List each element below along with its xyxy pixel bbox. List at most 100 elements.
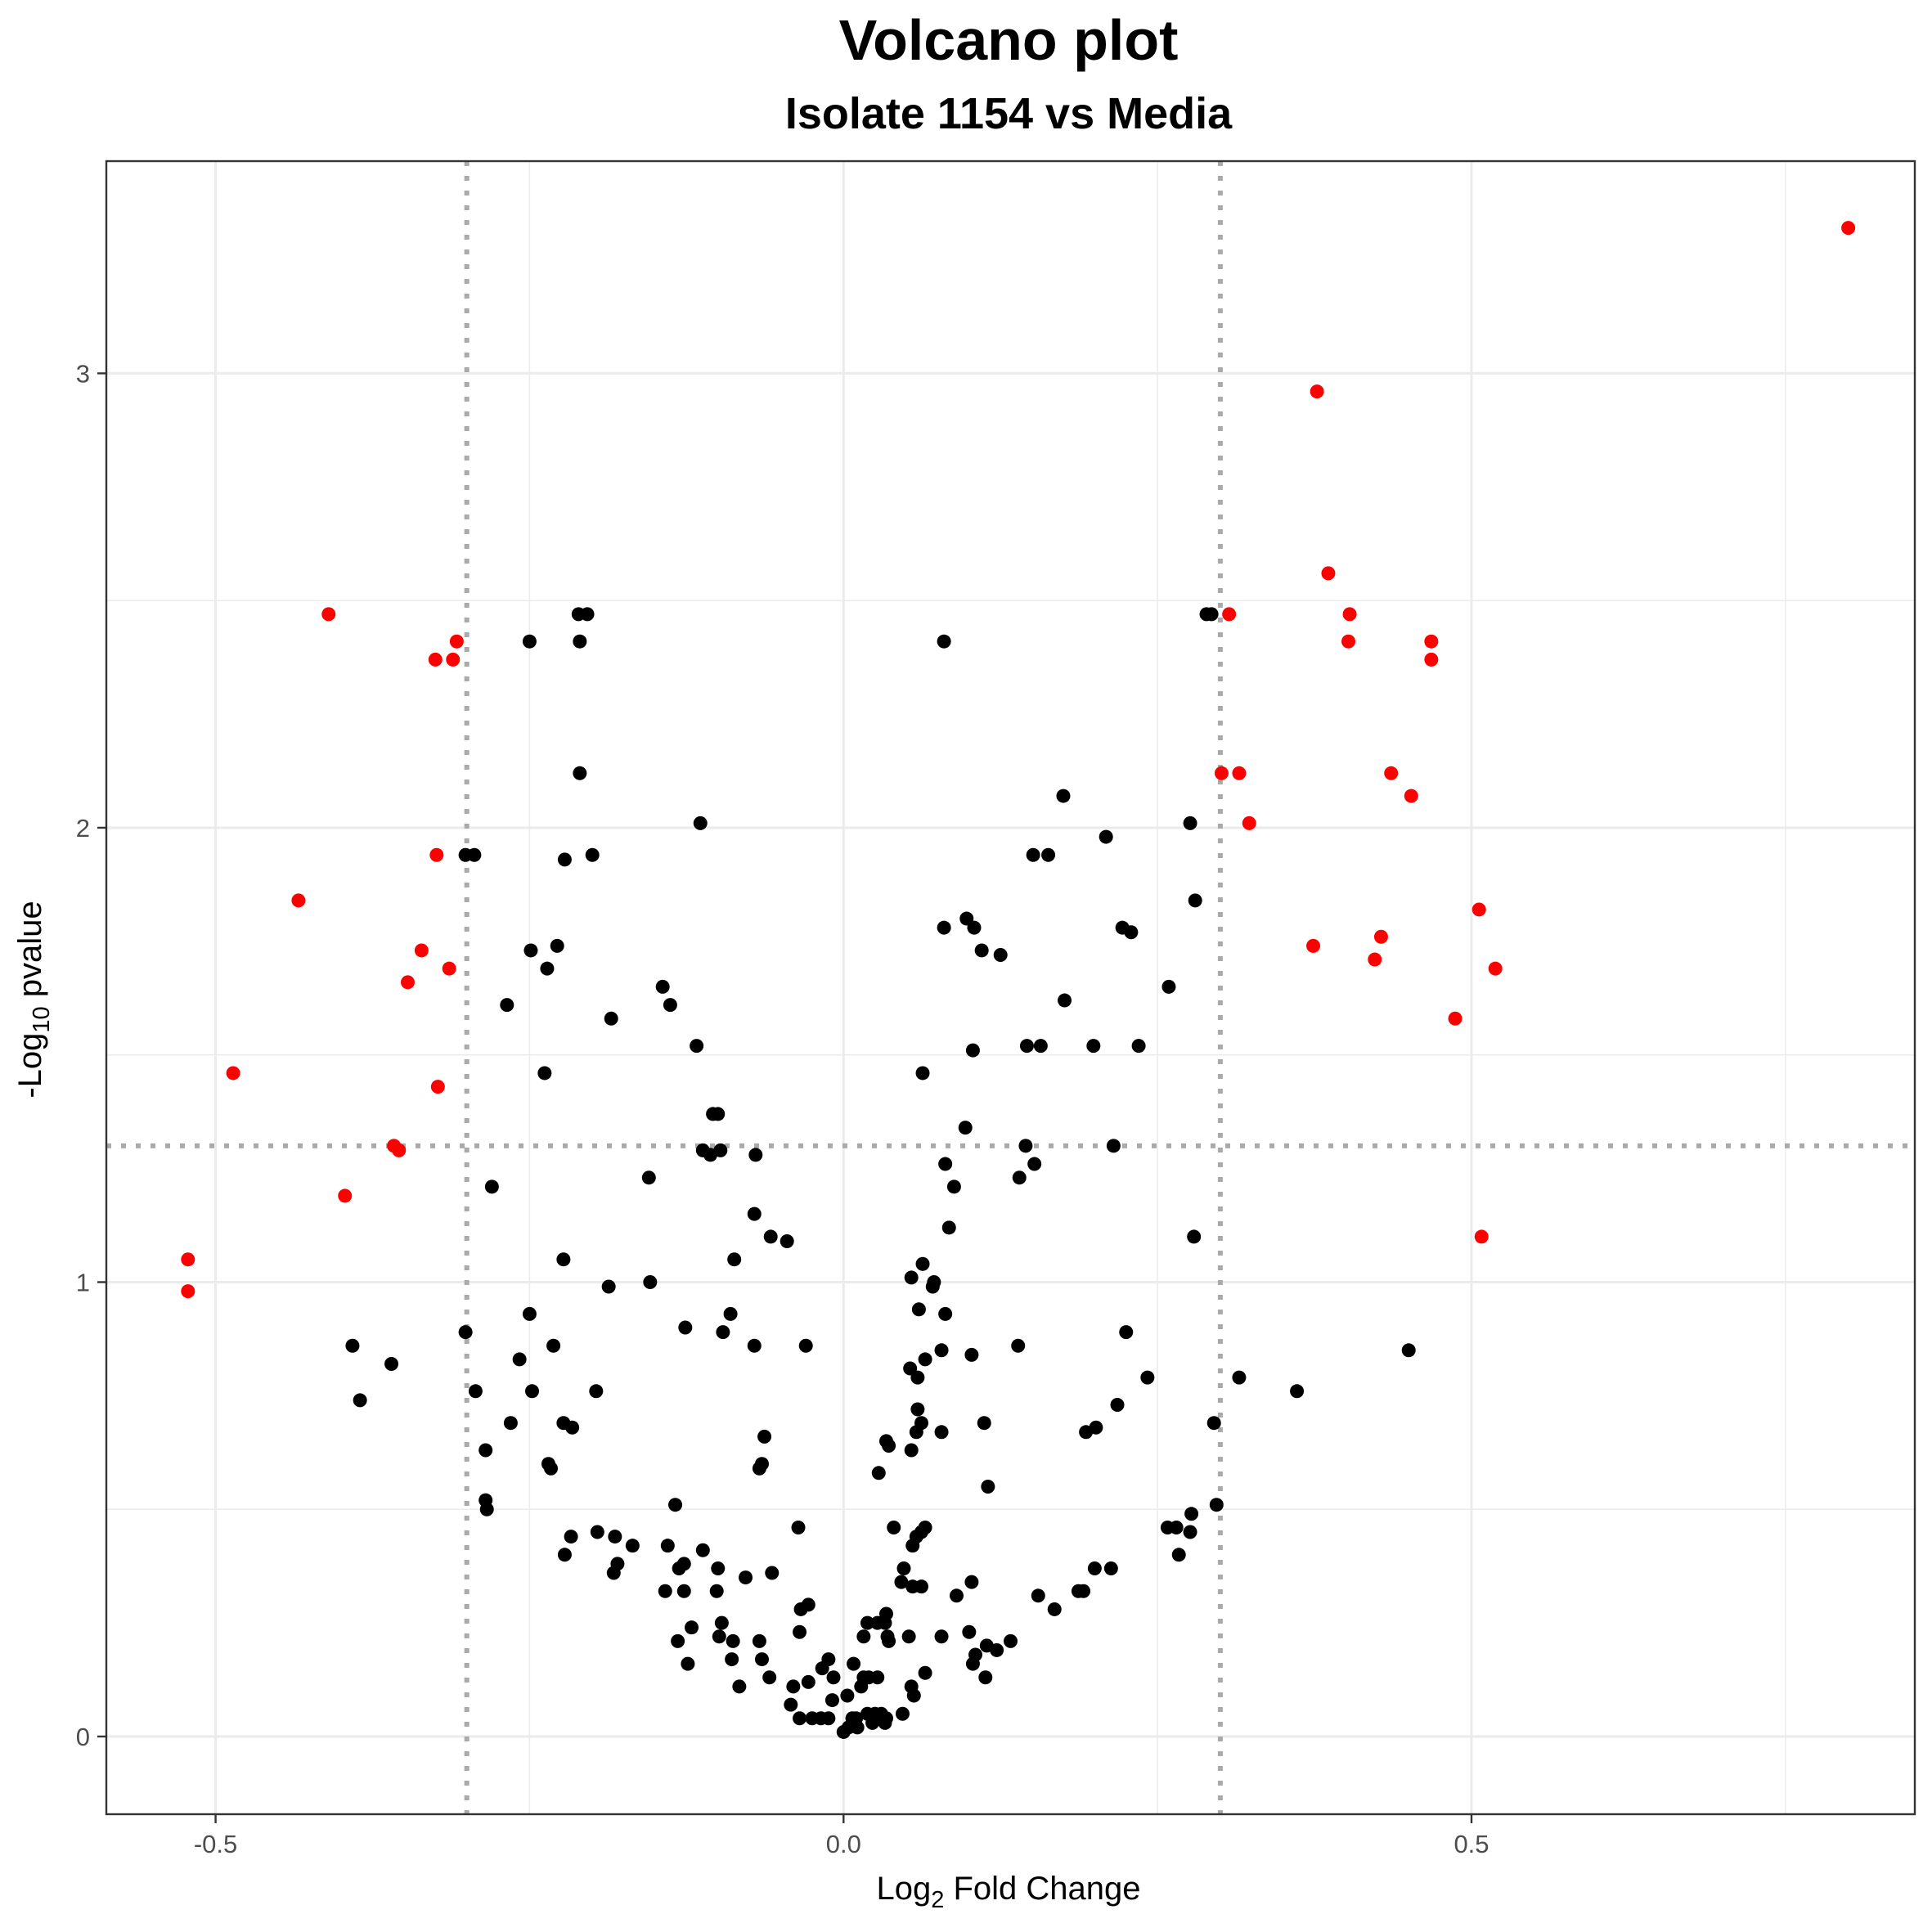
non-significant-point (1089, 1420, 1103, 1435)
non-significant-point (1401, 1343, 1416, 1358)
significant-point (1471, 902, 1486, 917)
non-significant-point (550, 938, 564, 953)
non-significant-point (681, 1656, 695, 1671)
non-significant-point (693, 815, 708, 830)
chart-subtitle: Isolate 1154 vs Media (785, 89, 1233, 138)
non-significant-point (1131, 1039, 1146, 1054)
non-significant-point (503, 1416, 518, 1431)
non-significant-point (871, 1466, 886, 1480)
non-significant-point (685, 1620, 699, 1635)
non-significant-point (668, 1498, 683, 1512)
non-significant-point (896, 1561, 911, 1575)
x-tick-label: -0.5 (194, 1830, 237, 1858)
significant-point (1368, 952, 1382, 967)
non-significant-point (690, 1039, 704, 1054)
non-significant-point (910, 1402, 925, 1417)
significant-point (401, 975, 415, 990)
non-significant-point (479, 1502, 494, 1516)
non-significant-point (965, 1043, 980, 1058)
non-significant-point (850, 1720, 865, 1735)
significant-point (449, 634, 464, 649)
non-significant-point (557, 852, 572, 867)
y-axis-label-subscript: 10 (29, 1006, 55, 1032)
non-significant-point (918, 1520, 932, 1534)
non-significant-point (1087, 1561, 1102, 1575)
non-significant-point (713, 1143, 728, 1157)
non-significant-point (1232, 1370, 1247, 1385)
non-significant-point (500, 998, 514, 1013)
non-significant-point (695, 1543, 710, 1557)
non-significant-point (725, 1652, 739, 1667)
non-significant-point (1103, 1561, 1118, 1575)
non-significant-point (821, 1652, 836, 1667)
non-significant-point (748, 1148, 763, 1162)
non-significant-point (712, 1629, 726, 1644)
non-significant-point (732, 1679, 747, 1694)
non-significant-point (801, 1674, 815, 1689)
non-significant-point (911, 1302, 926, 1317)
non-significant-point (1183, 815, 1197, 830)
significant-point (1310, 384, 1324, 399)
x-tick-label: 0.5 (1453, 1830, 1489, 1858)
significant-point (338, 1188, 353, 1203)
significant-point (291, 893, 306, 908)
x-axis-label: Log2 Fold Change (876, 1871, 1140, 1913)
non-significant-point (726, 1633, 740, 1648)
non-significant-point (964, 1347, 979, 1362)
non-significant-point (663, 998, 677, 1013)
non-significant-point (1187, 1229, 1202, 1244)
y-axis-label: -Log10 pvalue (12, 901, 55, 1098)
y-tick-label: 3 (76, 359, 90, 388)
non-significant-point (711, 1107, 726, 1121)
significant-point (1373, 929, 1388, 944)
x-axis-label-prefix: Log (876, 1871, 931, 1907)
significant-point (428, 652, 443, 667)
non-significant-point (1033, 1039, 1048, 1054)
non-significant-point (878, 1711, 893, 1726)
non-significant-point (937, 920, 951, 935)
non-significant-point (537, 1066, 552, 1081)
non-significant-point (910, 1370, 925, 1385)
non-significant-point (964, 1575, 979, 1589)
threshold-lines (106, 161, 1915, 1814)
non-significant-point (765, 1566, 780, 1580)
non-significant-point (573, 766, 587, 780)
non-significant-point (1076, 1584, 1091, 1598)
significant-point (1242, 815, 1256, 830)
significant-point (1341, 634, 1356, 649)
significant-point (1474, 1229, 1489, 1244)
non-significant-point (1019, 1039, 1034, 1054)
non-significant-point (793, 1624, 807, 1639)
non-significant-point (739, 1570, 753, 1585)
y-axis-label-prefix: -Log (12, 1033, 48, 1099)
non-significant-point (1018, 1139, 1033, 1153)
non-significant-point (1290, 1384, 1305, 1399)
non-significant-point (934, 1629, 949, 1644)
non-significant-point (523, 943, 538, 958)
non-significant-point (1110, 1397, 1125, 1412)
non-significant-point (798, 1338, 813, 1353)
non-significant-point (934, 1343, 949, 1358)
non-significant-point (606, 1566, 621, 1580)
non-significant-point (1027, 1157, 1042, 1171)
significant-point (1424, 634, 1439, 649)
non-significant-point (1012, 1170, 1027, 1185)
non-significant-point (641, 1170, 656, 1185)
significant-point (429, 847, 444, 862)
significant-point (1306, 938, 1321, 953)
non-significant-point (1209, 1498, 1224, 1512)
non-significant-point (714, 1615, 729, 1630)
non-significant-point (801, 1597, 815, 1612)
non-significant-point (468, 1384, 483, 1399)
non-significant-point (780, 1233, 794, 1248)
non-significant-point (860, 1615, 874, 1630)
significant-point (1214, 766, 1229, 780)
significant-point (1841, 221, 1856, 236)
non-significant-point (643, 1274, 658, 1289)
non-significant-point (573, 634, 587, 649)
non-significant-point (564, 1530, 578, 1544)
significant-point (1342, 607, 1357, 622)
non-significant-point (1124, 925, 1139, 940)
non-significant-point (658, 1584, 672, 1598)
non-significant-point (589, 1384, 604, 1399)
